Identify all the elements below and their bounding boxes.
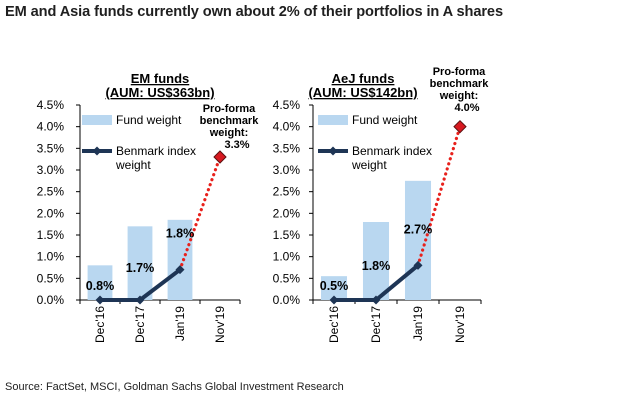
data-label: 1.8%	[362, 259, 391, 273]
benchmark-marker	[329, 295, 339, 305]
data-label: 1.8%	[166, 227, 195, 241]
em-funds-chart: EM funds(AUM: US$363bn) 0.0% 0.5% 1.0% 1.5% 2…	[37, 71, 260, 343]
y-tick-label: 1.0%	[37, 250, 65, 264]
x-tick-label: Nov'19	[213, 306, 227, 343]
legend-label-line-cont: weight	[115, 158, 151, 172]
y-tick-label: 1.5%	[37, 228, 65, 242]
y-tick-label: 3.5%	[37, 141, 65, 155]
proforma-marker	[453, 119, 467, 134]
x-tick-label: Dec'17	[133, 306, 147, 343]
fund-weight-bar	[87, 265, 113, 300]
data-label: 0.8%	[86, 279, 115, 293]
y-tick-label: 2.5%	[37, 185, 65, 199]
source-note: Source: FactSet, MSCI, Goldman Sachs Glo…	[5, 381, 344, 393]
chart-subtitle: (AUM: US$142bn)	[308, 85, 417, 100]
fund-weight-bar	[127, 226, 153, 300]
chart-title: EM funds	[131, 71, 190, 86]
y-tick-label: 0.5%	[37, 271, 65, 285]
x-tick-label: Dec'17	[369, 306, 383, 343]
benchmark-marker	[95, 295, 105, 305]
data-label: 2.7%	[404, 222, 433, 236]
annotation-value: 4.0%	[454, 102, 479, 114]
y-tick-label: 0.0%	[273, 293, 301, 307]
legend-label-bar: Fund weight	[352, 113, 418, 127]
y-tick-label: 2.0%	[273, 206, 301, 220]
page-title: EM and Asia funds currently own about 2%…	[5, 4, 503, 20]
y-tick-label: 0.5%	[273, 271, 301, 285]
legend-label-line: Benmark index	[116, 144, 196, 158]
annotation-text: Pro-forma	[203, 103, 256, 115]
x-tick-label: Jan'19	[173, 306, 187, 341]
y-tick-label: 2.5%	[273, 185, 301, 199]
legend-label-bar: Fund weight	[116, 113, 182, 127]
annotation-text: benchmark	[200, 115, 260, 127]
y-tick-label: 0.0%	[37, 293, 65, 307]
chart-subtitle: (AUM: US$363bn)	[105, 85, 214, 100]
legend-swatch-marker	[328, 146, 338, 156]
y-tick-label: 4.5%	[273, 98, 301, 112]
y-tick-label: 4.0%	[37, 120, 65, 134]
x-tick-label: Nov'19	[453, 306, 467, 343]
x-tick-label: Jan'19	[411, 306, 425, 341]
y-tick-label: 4.5%	[37, 98, 65, 112]
annotation-value: 3.3%	[224, 139, 249, 151]
annotation-text: weight:	[209, 127, 249, 139]
x-tick-label: Dec'16	[93, 306, 107, 343]
chart-title: AeJ funds	[332, 71, 395, 86]
fund-weight-bar	[320, 276, 348, 300]
fund-weight-bar	[362, 222, 390, 300]
y-tick-label: 3.0%	[273, 163, 301, 177]
x-tick-label: Dec'16	[327, 306, 341, 343]
benchmark-marker	[371, 295, 381, 305]
proforma-marker	[213, 150, 227, 164]
legend-swatch-bar	[318, 115, 348, 125]
data-label: 1.7%	[126, 261, 155, 275]
legend-swatch-marker	[92, 146, 102, 156]
benchmark-marker	[135, 295, 145, 305]
benchmark-marker	[175, 265, 185, 275]
projection-dotted-line	[178, 155, 222, 272]
y-tick-label: 4.0%	[273, 120, 301, 134]
y-tick-label: 1.0%	[273, 250, 301, 264]
legend-swatch-bar	[82, 115, 112, 125]
y-tick-label: 3.0%	[37, 163, 65, 177]
data-label: 0.5%	[320, 279, 349, 293]
benchmark-marker	[413, 260, 423, 270]
legend-label-line-cont: weight	[351, 158, 387, 172]
y-tick-label: 2.0%	[37, 206, 65, 220]
fund-weight-bar	[167, 219, 193, 300]
y-tick-label: 1.5%	[273, 228, 301, 242]
aej-funds-chart: AeJ funds(AUM: US$142bn) 0.0% 0.5% 1.0% 1.5%…	[273, 66, 490, 343]
legend-label-line: Benmark index	[352, 144, 432, 158]
annotation-text: benchmark	[430, 78, 490, 90]
annotation-text: weight:	[439, 90, 479, 102]
y-tick-label: 3.5%	[273, 141, 301, 155]
projection-dotted-line	[416, 125, 462, 267]
annotation-text: Pro-forma	[433, 66, 486, 78]
